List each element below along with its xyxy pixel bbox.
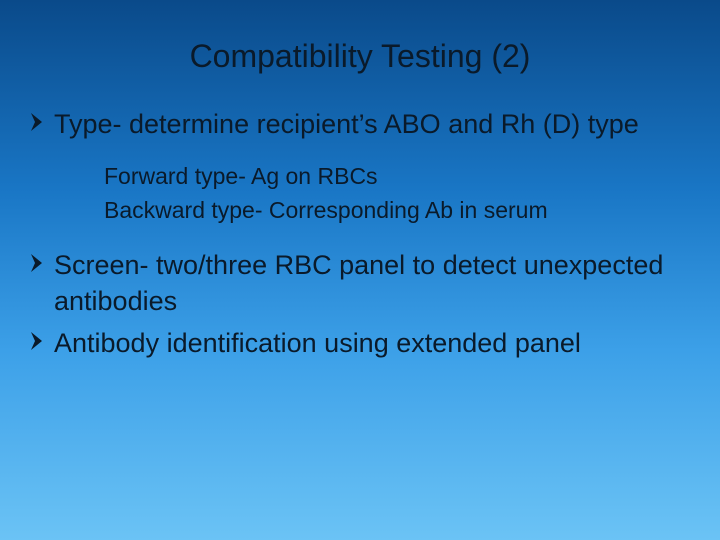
bullet-text: Type- determine recipient’s ABO and Rh (… <box>54 107 692 143</box>
bullet-text: Backward type- Corresponding Ab in serum <box>104 193 692 228</box>
arrow-bullet-icon <box>28 328 48 352</box>
bullet-lvl2: Backward type- Corresponding Ab in serum <box>90 193 692 228</box>
bullet-text: Antibody identification using extended p… <box>54 326 692 362</box>
bullet-lvl1: Type- determine recipient’s ABO and Rh (… <box>28 107 692 143</box>
slide: Compatibility Testing (2) Type- determin… <box>0 0 720 540</box>
bullet-lvl1: Screen- two/three RBC panel to detect un… <box>28 248 692 320</box>
bullet-text: Forward type- Ag on RBCs <box>104 159 692 194</box>
slide-content: Type- determine recipient’s ABO and Rh (… <box>0 75 720 362</box>
sub-bullet-group: Forward type- Ag on RBCs Backward type- … <box>28 149 692 248</box>
bullet-lvl1: Antibody identification using extended p… <box>28 326 692 362</box>
arrow-bullet-icon <box>28 109 48 133</box>
bullet-text: Screen- two/three RBC panel to detect un… <box>54 248 692 320</box>
arrow-bullet-icon <box>28 250 48 274</box>
bullet-lvl2: Forward type- Ag on RBCs <box>90 159 692 194</box>
slide-title: Compatibility Testing (2) <box>0 0 720 75</box>
